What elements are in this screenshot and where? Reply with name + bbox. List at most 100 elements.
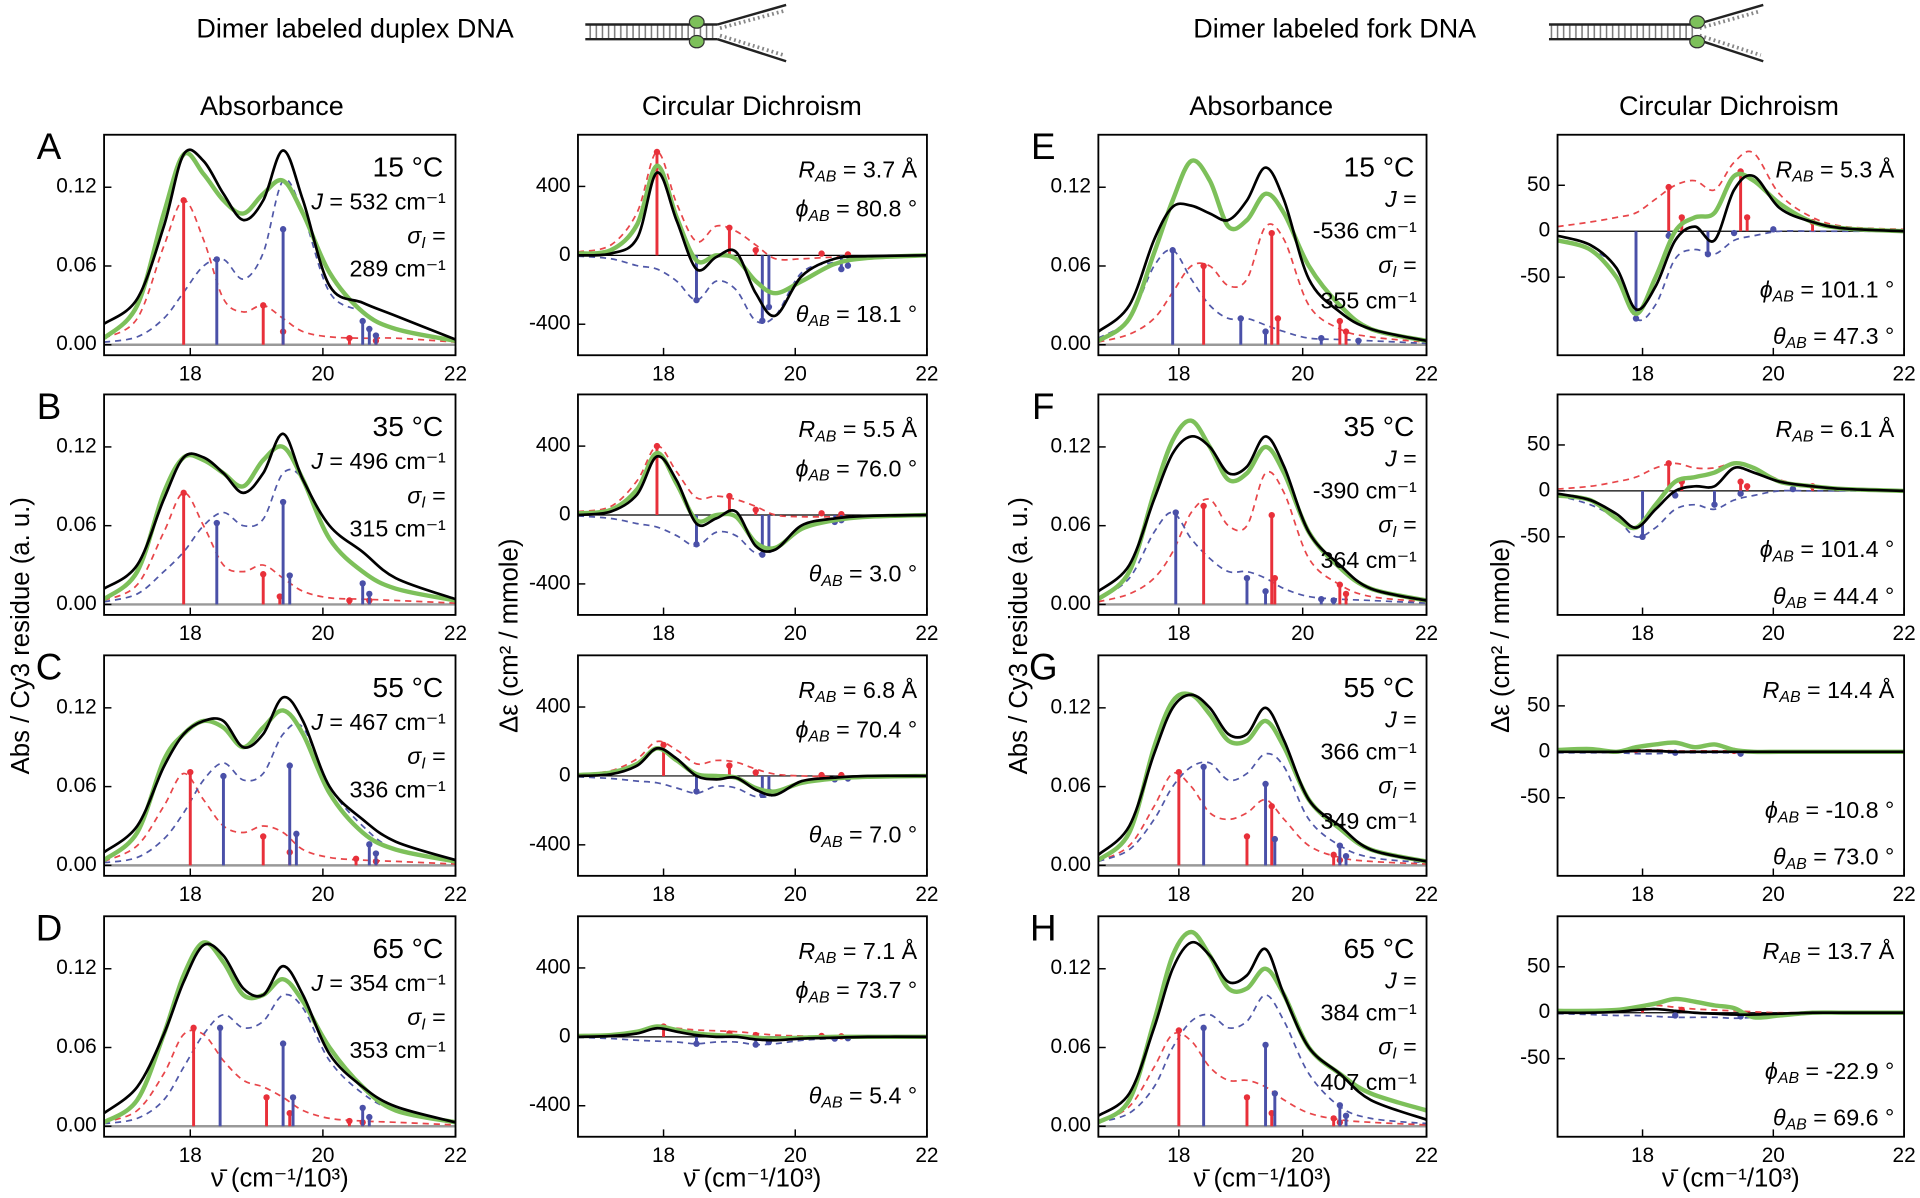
symbol: ϕ — [1765, 797, 1778, 823]
stem-tip — [1175, 768, 1183, 776]
subscript: AB — [1791, 429, 1814, 446]
annotation: σI = — [1378, 512, 1416, 541]
symbol: σ — [407, 1004, 422, 1030]
column-title: Absorbance — [1189, 91, 1333, 121]
y-tick-label: 0.12 — [56, 175, 97, 198]
stem-tip — [1665, 460, 1672, 467]
annotation-text: = — [1397, 512, 1417, 538]
dashed-curve — [1557, 230, 1905, 322]
stem-tip — [752, 1041, 759, 1048]
stem-tip — [1172, 509, 1179, 516]
annotation-text: = 73.7 ° — [830, 977, 917, 1003]
x-tick-label: 18 — [1167, 622, 1190, 645]
y-tick-label: 0.06 — [1051, 1035, 1092, 1058]
y-tick-label: 50 — [1527, 693, 1550, 716]
stem-tip — [1672, 492, 1679, 499]
stem-tip — [1342, 852, 1350, 860]
stem-tip — [279, 226, 287, 233]
stem-tip — [693, 541, 700, 548]
annotation: ϕAB = 76.0 ° — [795, 456, 917, 485]
curve — [1557, 174, 1905, 311]
stem-tip — [1262, 1041, 1269, 1049]
subscript: AB — [807, 729, 830, 746]
symbol: R — [798, 157, 815, 183]
symbol: σ — [1378, 512, 1393, 538]
temperature: 65 °C — [373, 933, 444, 964]
stem-tip — [1175, 1027, 1183, 1034]
stem-tip — [286, 1109, 293, 1117]
x-tick-label: 22 — [1893, 362, 1916, 385]
subscript: I — [421, 1016, 426, 1033]
curve — [1098, 691, 1427, 864]
stem-tip — [1743, 483, 1751, 490]
y-tick-label: 0.00 — [56, 853, 97, 876]
x-tick-label: 18 — [179, 622, 202, 645]
dashed-curve — [577, 151, 927, 261]
x-tick-label: 20 — [1762, 883, 1785, 906]
annotation-text: = 69.6 ° — [1807, 1105, 1894, 1131]
annotation-text: 336 cm⁻¹ — [349, 776, 445, 802]
y-tick-label: 400 — [536, 174, 571, 197]
stem-tip — [1330, 851, 1337, 859]
stem-tip — [187, 768, 194, 776]
annotation-text: = 6.8 Å — [836, 676, 917, 703]
subscript: AB — [1778, 689, 1801, 706]
stem-tip — [190, 1024, 197, 1032]
y-tick-label: -50 — [1520, 265, 1550, 288]
symbol: J — [310, 709, 323, 735]
fork-icon — [1548, 3, 1764, 63]
panel: 0.00 0.06 0.12 18 20 22 F 35 °C J = -390 cm⁻¹ σI =… — [1032, 386, 1438, 645]
annotation-text: 349 cm⁻¹ — [1320, 808, 1416, 834]
y-tick-label: -400 — [529, 832, 571, 855]
stem-tip — [260, 571, 267, 578]
annotation-text: = — [426, 1004, 446, 1030]
stem-tip — [1330, 597, 1337, 604]
stem-tip — [752, 506, 759, 514]
stem-tip — [180, 489, 187, 497]
stem-tip — [1711, 501, 1718, 508]
y-tick-label: 0 — [559, 243, 571, 266]
y-tick-label: 0.12 — [1051, 434, 1092, 457]
panel: 0.00 0.06 0.12 18 20 22 B 35 °C J = 496 cm⁻¹ σI =… — [37, 386, 467, 645]
duplex-icon — [585, 3, 787, 63]
y-tick-label: 0.12 — [1051, 175, 1092, 198]
symbol: J — [1384, 186, 1397, 212]
symbol: R — [1763, 938, 1780, 964]
y-tick-label: 0.12 — [56, 956, 97, 979]
stem-tip — [372, 850, 380, 857]
annotation: θAB = 69.6 ° — [1773, 1105, 1894, 1134]
annotation-text: 355 cm⁻¹ — [1320, 288, 1416, 314]
x-tick-label: 18 — [1631, 622, 1654, 645]
stem-tip — [289, 1094, 297, 1101]
x-tick-label: 18 — [652, 1144, 675, 1167]
annotation: RAB = 5.3 Å — [1775, 156, 1894, 186]
x-axis-label: ν̄ (cm⁻¹/10³) — [1194, 1164, 1332, 1192]
stem-tip — [1200, 502, 1207, 510]
annotation-text: = 6.1 Å — [1814, 415, 1895, 442]
stem-tip — [213, 256, 220, 263]
stem-tip — [279, 498, 287, 506]
plot-frame — [577, 654, 928, 877]
stem-tip — [1336, 1102, 1344, 1109]
annotation: θAB = 44.4 ° — [1773, 583, 1894, 612]
annotation-text: = 14.4 Å — [1801, 676, 1895, 703]
stem-tip — [1355, 337, 1362, 344]
y-axis-label: Abs / Cy3 residue (a. u.) — [7, 497, 35, 774]
annotation: RAB = 7.1 Å — [798, 937, 917, 967]
annotation-text: = — [426, 223, 446, 249]
stem-tip — [838, 510, 845, 518]
annotation-text: = 44.4 ° — [1807, 583, 1894, 609]
plot-frame — [103, 915, 457, 1138]
stem-tip — [1704, 250, 1712, 258]
x-tick-label: 18 — [1167, 362, 1190, 385]
x-tick-label: 22 — [1415, 362, 1438, 385]
plot-frame — [103, 654, 457, 877]
x-tick-label: 18 — [1167, 1144, 1190, 1167]
stem-tip — [653, 442, 661, 450]
curve — [104, 695, 456, 862]
